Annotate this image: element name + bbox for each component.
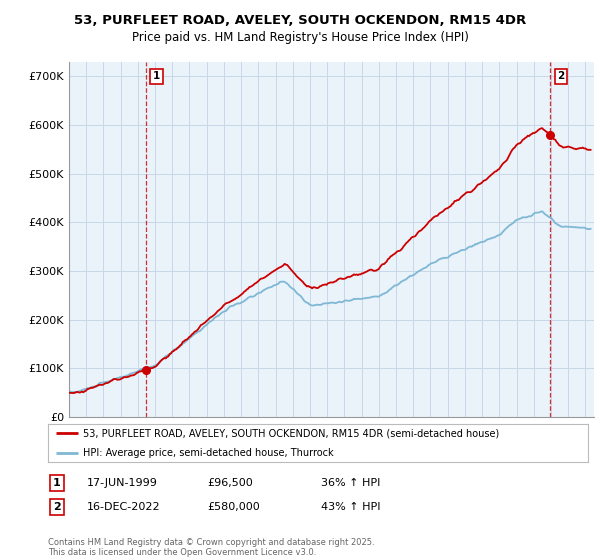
Text: 2: 2 <box>557 71 565 81</box>
Text: HPI: Average price, semi-detached house, Thurrock: HPI: Average price, semi-detached house,… <box>83 448 334 458</box>
Text: 53, PURFLEET ROAD, AVELEY, SOUTH OCKENDON, RM15 4DR (semi-detached house): 53, PURFLEET ROAD, AVELEY, SOUTH OCKENDO… <box>83 428 499 438</box>
Text: 16-DEC-2022: 16-DEC-2022 <box>87 502 161 512</box>
Text: 53, PURFLEET ROAD, AVELEY, SOUTH OCKENDON, RM15 4DR: 53, PURFLEET ROAD, AVELEY, SOUTH OCKENDO… <box>74 14 526 27</box>
Text: 36% ↑ HPI: 36% ↑ HPI <box>321 478 380 488</box>
Text: 1: 1 <box>152 71 160 81</box>
Text: 17-JUN-1999: 17-JUN-1999 <box>87 478 158 488</box>
Text: 1: 1 <box>53 478 61 488</box>
Text: £96,500: £96,500 <box>207 478 253 488</box>
Text: 2: 2 <box>53 502 61 512</box>
Text: £580,000: £580,000 <box>207 502 260 512</box>
Text: 43% ↑ HPI: 43% ↑ HPI <box>321 502 380 512</box>
Text: Price paid vs. HM Land Registry's House Price Index (HPI): Price paid vs. HM Land Registry's House … <box>131 31 469 44</box>
Text: Contains HM Land Registry data © Crown copyright and database right 2025.
This d: Contains HM Land Registry data © Crown c… <box>48 538 374 557</box>
